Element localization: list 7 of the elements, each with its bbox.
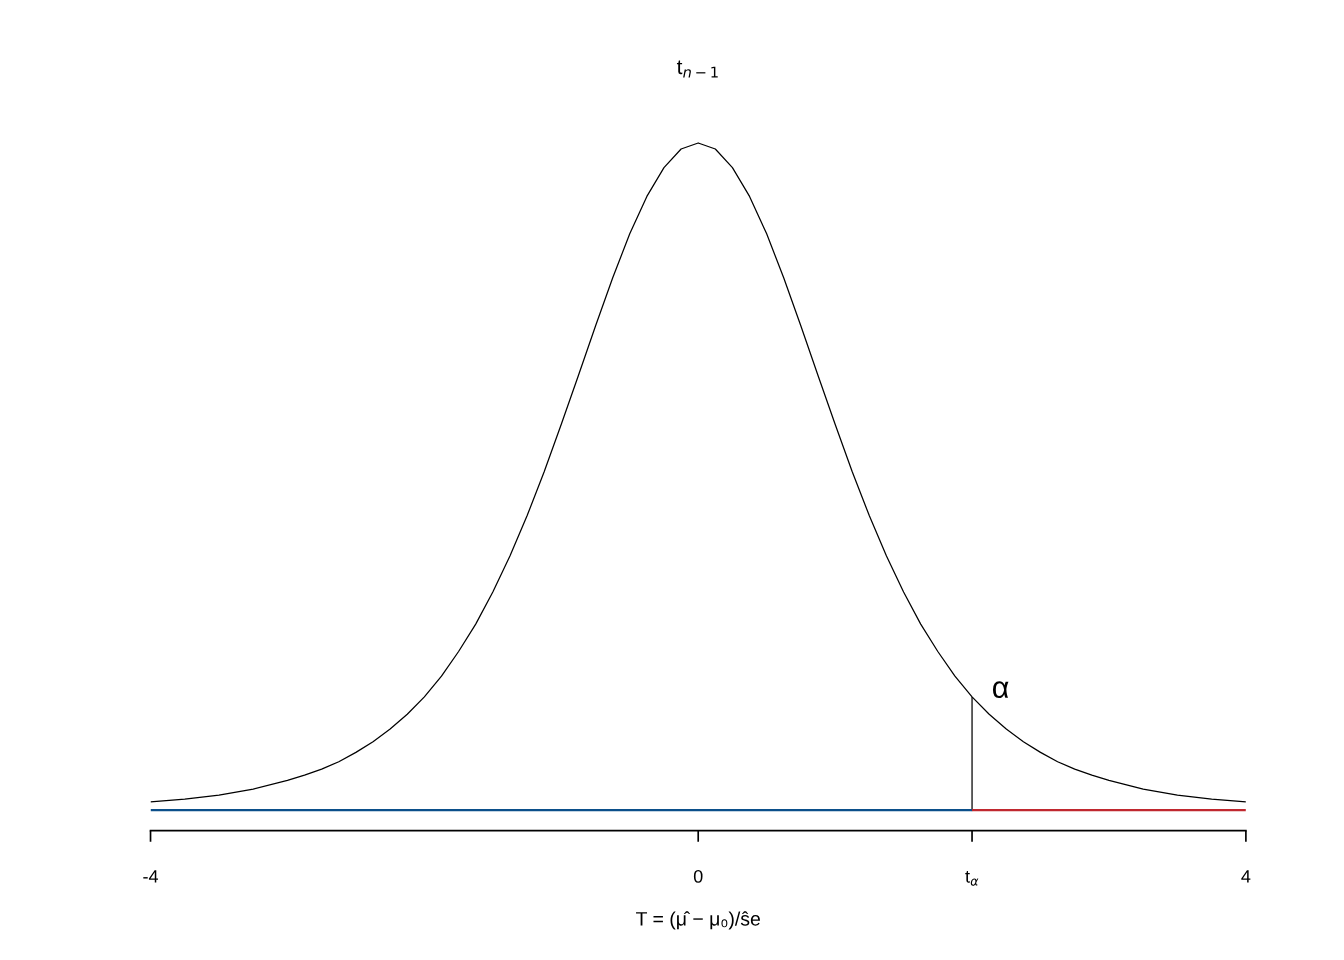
x-tick-label: 0 (693, 870, 703, 883)
x-tick-label: 4 (1241, 870, 1251, 883)
x-tick-label: t$_{α}$ (965, 870, 979, 886)
x-axis-title: T = (μ̂ − μ₀)/ŝe (636, 911, 760, 930)
annotation: α (992, 681, 1009, 699)
x-tick-label: -4 (143, 870, 159, 883)
chart-title: t$_{n−1}$ (676, 60, 718, 78)
